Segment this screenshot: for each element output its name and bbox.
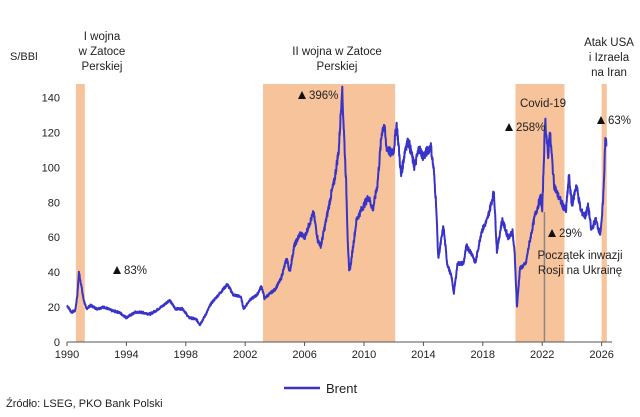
annotation-ukraine-line-1: Początek inwazji	[537, 250, 622, 262]
shaded-period-2	[263, 84, 396, 342]
pct-258-triangle-icon	[505, 123, 513, 131]
source-note: Źródło: LSEG, PKO Bank Polski	[6, 398, 163, 410]
x-tick-label-2022: 2022	[530, 349, 554, 361]
y-tick-label-100: 100	[42, 162, 60, 174]
annotation-attack-line-2: i Izraela	[589, 52, 630, 64]
pct-29-triangle-icon	[548, 229, 556, 237]
annotation-attack-line-1: Atak USA	[584, 37, 634, 49]
x-tick-label-2010: 2010	[352, 349, 376, 361]
pct-29-label: 29%	[559, 228, 582, 240]
shaded-period-4	[601, 84, 607, 342]
annotation-gulf1-line-2: w Zatoce	[78, 46, 126, 58]
pct-83-triangle-icon	[113, 266, 121, 274]
y-tick-label-140: 140	[42, 92, 60, 104]
y-tick-label-0: 0	[54, 337, 60, 349]
legend-label-brent: Brent	[326, 381, 357, 396]
annotation-covid-line-1: Covid-19	[520, 98, 566, 110]
x-tick-label-2018: 2018	[471, 349, 495, 361]
annotation-gulf1-line-3: Perskiej	[82, 61, 123, 73]
y-axis-label: S/BBl	[10, 51, 38, 63]
pct-396-triangle-icon	[298, 91, 306, 99]
shaded-period-3	[515, 84, 565, 342]
x-tick-label-1990: 1990	[55, 349, 79, 361]
shaded-period-1	[75, 84, 85, 342]
pct-83-label: 83%	[124, 265, 147, 277]
x-tick-label-1994: 1994	[114, 349, 138, 361]
annotation-attack-line-3: na Iran	[591, 67, 627, 79]
pct-63-triangle-icon	[597, 116, 605, 124]
pct-258-label: 258%	[516, 122, 545, 134]
pct-63-label: 63%	[608, 115, 631, 127]
annotation-gulf2-line-2: Perskiej	[317, 61, 358, 73]
y-tick-label-40: 40	[48, 267, 60, 279]
y-tick-label-60: 60	[48, 232, 60, 244]
annotation-gulf2-line-1: II wojna w Zatoce	[292, 46, 381, 58]
x-tick-label-2002: 2002	[233, 349, 257, 361]
x-tick-label-1998: 1998	[174, 349, 198, 361]
series-line-brent	[66, 85, 608, 327]
y-tick-label-120: 120	[42, 127, 60, 139]
annotation-ukraine-line-2: Rosji na Ukrainę	[538, 265, 622, 277]
annotation-gulf1-line-1: I wojna	[84, 31, 121, 43]
x-tick-label-2014: 2014	[411, 349, 435, 361]
pct-396-label: 396%	[309, 90, 338, 102]
x-tick-label-2026: 2026	[589, 349, 613, 361]
y-tick-label-20: 20	[48, 302, 60, 314]
y-tick-label-80: 80	[48, 197, 60, 209]
x-tick-label-2006: 2006	[292, 349, 316, 361]
